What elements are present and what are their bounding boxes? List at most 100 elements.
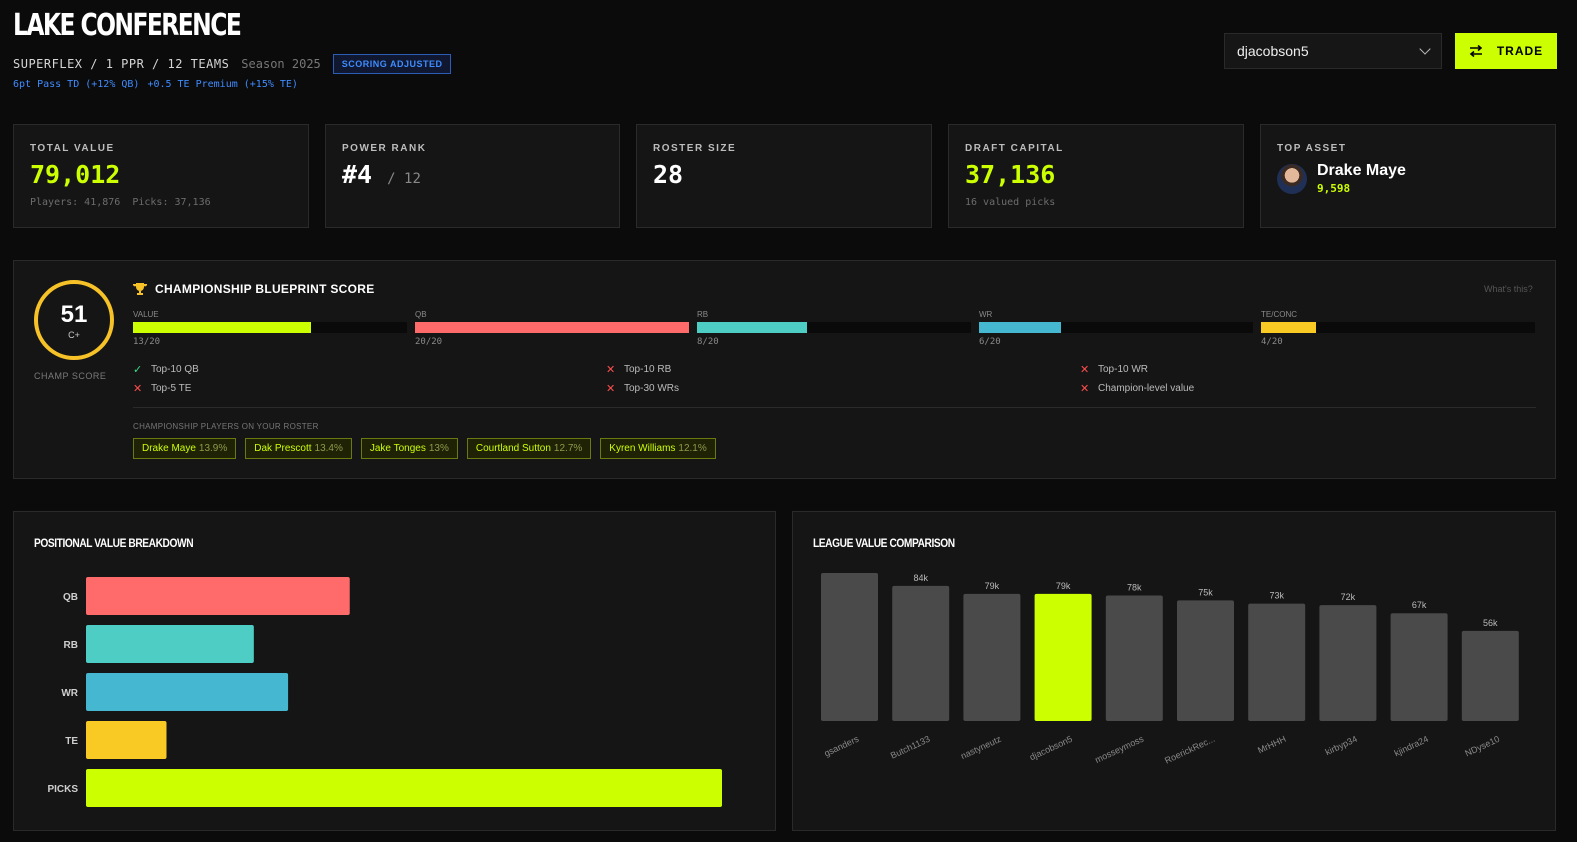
meter-score: 13/20 xyxy=(133,337,161,347)
valued-picks-count: 16 valued picks xyxy=(965,197,1056,208)
checklist-label: Top-10 RB xyxy=(624,364,672,375)
cross-icon: ✕ xyxy=(1080,364,1090,376)
championship-players-label: CHAMPIONSHIP PLAYERS ON YOUR ROSTER xyxy=(133,422,319,431)
meter-track xyxy=(133,322,407,333)
checklist-label: Top-10 QB xyxy=(151,364,199,375)
championship-player-chip[interactable]: Kyren Williams 12.1% xyxy=(600,438,716,459)
checklist-item: ✕ Top-30 WRs xyxy=(606,382,679,395)
player-pct: 12.7% xyxy=(553,443,583,454)
card-label: ROSTER SIZE xyxy=(653,143,737,154)
meter-score: 4/20 xyxy=(1261,337,1283,347)
data-label: 73k xyxy=(1269,591,1284,601)
draft-capital-card: DRAFT CAPITAL 37,136 16 valued picks xyxy=(948,124,1244,228)
swap-arrows-icon xyxy=(1469,45,1483,57)
data-label: 84k xyxy=(913,573,928,583)
axis-label-team: Butch1133 xyxy=(889,734,932,761)
bar-kjindra24 xyxy=(1390,613,1448,721)
player-name: Dak Prescott xyxy=(254,443,312,454)
bar-MrHHH xyxy=(1248,603,1306,721)
checklist-item: ✕ Top-10 RB xyxy=(606,363,671,376)
trade-button[interactable]: TRADE xyxy=(1455,33,1557,69)
player-pct: 13.4% xyxy=(314,443,343,454)
league-value-chart: gsanders 84k Butch1133 79k nastyneutz 79k djac… xyxy=(821,573,1519,766)
meter-track xyxy=(697,322,971,333)
championship-player-chip[interactable]: Courtland Sutton 12.7% xyxy=(466,438,592,459)
league-value-panel: LEAGUE VALUE COMPARISON gsanders 84k Butch… xyxy=(792,511,1556,831)
meter-value: VALUE 13/20 xyxy=(133,310,407,347)
meter-label: WR xyxy=(979,310,993,319)
meter-track xyxy=(979,322,1253,333)
championship-player-chip[interactable]: Drake Maye 13.9% xyxy=(133,438,237,459)
axis-label-qb: QB xyxy=(63,592,78,603)
top-asset-card[interactable]: TOP ASSET Drake Maye 9,598 xyxy=(1260,124,1556,228)
positional-panel-title: POSITIONAL VALUE BREAKDOWN xyxy=(34,536,194,550)
player-name: Drake Maye xyxy=(142,443,196,454)
data-label: 79k xyxy=(985,581,1000,591)
player-pct: 12.1% xyxy=(678,443,707,454)
league-panel-title: LEAGUE VALUE COMPARISON xyxy=(813,536,955,550)
power-rank-card: POWER RANK #4 / 12 xyxy=(325,124,620,228)
cross-icon: ✕ xyxy=(133,383,143,395)
bar-mosseymoss xyxy=(1105,595,1163,721)
total-value: 79,012 xyxy=(30,160,121,189)
checklist-item: ✓ Top-10 QB xyxy=(133,363,199,376)
whats-this-link[interactable]: What's this? xyxy=(1484,284,1533,294)
league-format: SUPERFLEX / 1 PPR / 12 TEAMS xyxy=(13,57,230,71)
scoring-adjusted-badge: SCORING ADJUSTED xyxy=(332,54,452,74)
meter-fill xyxy=(415,322,689,333)
meter-score: 8/20 xyxy=(697,337,719,347)
axis-label-team: gsanders xyxy=(823,734,861,759)
meter-score: 20/20 xyxy=(415,337,443,347)
user-select[interactable]: djacobson5 xyxy=(1224,33,1442,69)
player-name: Jake Tonges xyxy=(369,443,426,454)
bar-wr xyxy=(86,673,289,711)
meter-wr: WR 6/20 xyxy=(979,310,1253,347)
player-pct: 13.9% xyxy=(198,443,228,454)
championship-players-list: Drake Maye 13.9% Dak Prescott 13.4% Jake Ton… xyxy=(133,438,716,459)
bar-nastyneutz xyxy=(963,593,1021,721)
axis-label-wr: WR xyxy=(61,688,78,699)
bar-kirbyp34 xyxy=(1319,605,1377,721)
divider xyxy=(133,407,1536,408)
data-label: 75k xyxy=(1198,587,1213,597)
meter-qb: QB 20/20 xyxy=(415,310,689,347)
axis-label-team: kirbyp34 xyxy=(1324,734,1359,757)
bar-RoerickRec... xyxy=(1177,600,1234,721)
scoring-note-te: +0.5 TE Premium (+15% TE) xyxy=(147,79,298,90)
meter-label: TE/CONC xyxy=(1261,310,1297,319)
positional-value-chart: QB RB WR TE PICKS xyxy=(47,577,722,807)
card-label: POWER RANK xyxy=(342,143,427,154)
card-label: TOP ASSET xyxy=(1277,143,1347,154)
meter-fill xyxy=(1261,322,1316,333)
power-rank: #4 xyxy=(342,160,373,189)
scoring-note-qb: 6pt Pass TD (+12% QB) xyxy=(13,79,140,90)
bar-Butch1133 xyxy=(892,585,950,721)
meter-fill xyxy=(979,322,1062,333)
axis-label-picks: PICKS xyxy=(47,784,78,795)
meter-label: RB xyxy=(697,310,709,319)
championship-player-chip[interactable]: Jake Tonges 13% xyxy=(360,438,458,459)
page-title: LAKE CONFERENCE xyxy=(13,8,242,43)
axis-label-team: RoerickRec... xyxy=(1163,734,1216,766)
top-asset-row: Drake Maye 9,598 xyxy=(1277,162,1539,195)
top-asset-name: Drake Maye xyxy=(1317,162,1406,179)
championship-player-chip[interactable]: Dak Prescott 13.4% xyxy=(245,438,352,459)
draft-capital-value: 37,136 xyxy=(965,160,1056,189)
trophy-icon xyxy=(133,283,147,295)
power-rank-value: #4 / 12 xyxy=(342,160,603,189)
axis-label-team: mosseymoss xyxy=(1093,734,1145,765)
blueprint-title-row: CHAMPIONSHIP BLUEPRINT SCORE xyxy=(133,282,375,296)
axis-label-rb: RB xyxy=(64,640,78,651)
cross-icon: ✕ xyxy=(606,364,616,376)
player-pct: 13% xyxy=(428,443,449,454)
axis-label-team: NDyse10 xyxy=(1463,734,1501,759)
blueprint-title: CHAMPIONSHIP BLUEPRINT SCORE xyxy=(155,282,375,296)
data-label: 79k xyxy=(1056,581,1071,591)
bar-qb xyxy=(86,577,350,615)
player-name: Kyren Williams xyxy=(609,443,676,454)
player-avatar xyxy=(1277,163,1307,194)
power-rank-total: / 12 xyxy=(387,171,421,187)
meter-fill xyxy=(133,322,312,333)
scoring-notes: 6pt Pass TD (+12% QB) +0.5 TE Premium (+… xyxy=(13,79,298,90)
cross-icon: ✕ xyxy=(606,383,616,395)
